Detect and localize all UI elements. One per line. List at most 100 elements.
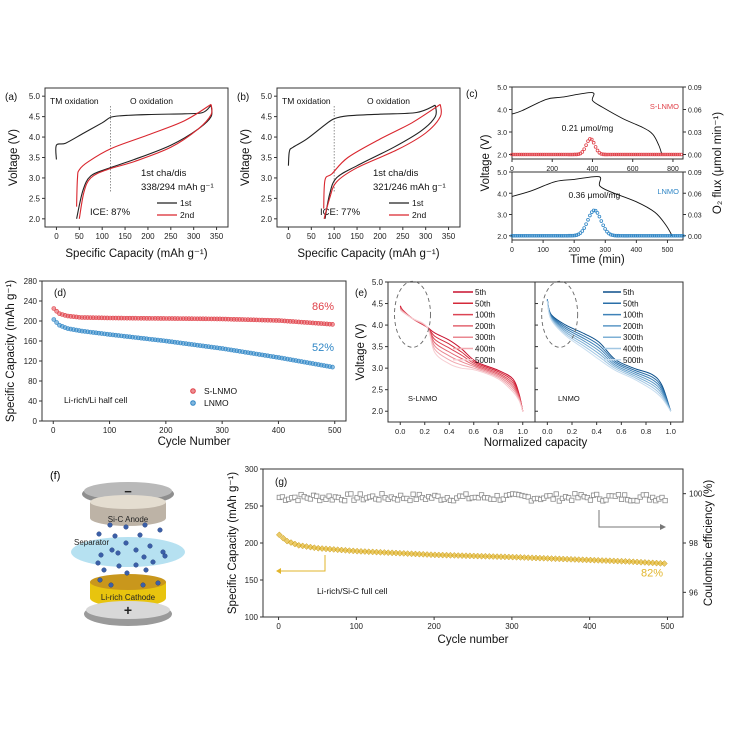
data-point [54,320,59,325]
o2-flux-point [531,233,535,238]
o2-flux-point [635,152,640,157]
li-ion [157,527,163,533]
li-ion [142,522,148,528]
ce-point [413,496,419,502]
x-tick-label: 0.8 [641,427,651,436]
x-tick-label: 200 [427,622,441,631]
o2-flux-point [510,152,514,157]
y-tick-label: 3.0 [372,364,384,373]
o2-flux-point [620,152,624,157]
o2-flux-point [629,152,634,157]
y-tick-label: 4.0 [29,133,41,142]
ce-point [615,492,622,498]
x-tick-label: 0.4 [591,427,601,436]
x-tick-label: 300 [599,247,611,254]
o2-flux-point [517,152,522,157]
x-tick-label: 100 [96,232,110,241]
x-tick-label: 0 [510,247,514,254]
o2-flux-point [591,140,596,145]
o2-flux-point [622,152,626,157]
y2-axis-label: O₂ flux (μmol min⁻¹) [712,112,724,214]
legend-label: 2nd [180,210,194,220]
o2-flux-point [538,152,543,157]
o2-flux-point [652,233,657,238]
panel-c: 0 200 400 600 800 2.0 3.0 4.0 5.0 0.00 0.03 0.06 0.0… [466,85,724,266]
o2-flux-point [551,233,556,238]
o2-flux-point [593,145,598,149]
annotation-o-oxidation: O oxidation [367,96,410,106]
y-tick-label: 4.0 [261,133,273,142]
ce-point [410,491,416,497]
o2-flux-point [664,152,668,157]
y-tick-label: 40 [28,397,37,406]
o2-flux-point [588,137,592,141]
o2-flux-point [603,227,607,231]
panel-b: 0 50 100 150 200 250 300 350 2.0 2.5 3.0 3.5 4.0 4.5 5… [237,87,461,260]
series-line [55,104,212,160]
x-tick-label: 0 [276,622,281,631]
o2-flux-point [586,218,590,222]
data-point [51,317,57,322]
y-tick-label: 2.5 [29,194,41,203]
o2-flux-point [605,229,609,234]
o2-flux-point [527,233,531,238]
y2-tick-label: 0.03 [688,130,702,137]
legend-label: 300th [623,333,643,342]
ce-point [566,495,572,501]
ce-point [407,497,413,504]
o2-flux-point [675,152,680,157]
panel-label: (c) [466,89,478,100]
ce-point [295,497,301,504]
o2-flux-point [531,152,535,157]
y-tick-label: 4.0 [497,108,507,115]
ce-point [587,497,594,503]
x-tick-label: 300 [505,622,519,631]
o2-flux-point [637,152,642,157]
x-tick-label: 300 [187,232,201,241]
o2-flux-point [546,233,550,238]
o2-flux-point [673,233,678,238]
o2-flux-point [679,152,683,157]
x-tick-label: 150 [118,232,132,241]
ce-point [553,491,559,497]
y-tick-label: 0 [33,417,38,426]
o2-flux-point [681,233,685,238]
li-ion [95,560,101,566]
y-tick-label: 3.5 [29,154,41,163]
o2-flux-point [513,233,518,238]
ce-point [370,493,376,499]
o2-flux-point [563,152,567,157]
capacity-point [275,531,283,539]
o2-flux-point [561,233,566,238]
x-tick-label: 0.6 [616,427,626,436]
annotation-tm-oxidation: TM oxidation [50,96,99,106]
y-tick-label: 3.5 [261,154,273,163]
y-tick-label: 5.0 [372,278,384,287]
y2-tick-label: 0.06 [688,108,702,115]
y2-tick-label: 0.09 [688,85,702,92]
capacity-axis-arrow [281,555,326,572]
ce-point [357,491,363,497]
o2-flux-point [510,233,514,238]
o2-flux-point [532,152,537,157]
legend-label: LNMO [204,398,229,408]
legend-label: 400th [623,345,643,354]
ce-point [659,494,665,501]
cycle-curve [399,309,524,412]
x-tick-label: 500 [661,622,675,631]
o2-flux-point [589,210,594,214]
arrowhead-right-icon [660,524,666,530]
x-tick-label: 100 [328,232,342,241]
li-ion [147,543,153,549]
plot-frame [511,86,684,160]
o2-flux-point [658,233,662,238]
panel-d: 0 100 200 300 400 500 0 40 80 120 160 200 240 280 Cycl… [5,277,347,448]
anode-label: Si-C Anode [108,515,149,524]
annotation-cell-type: Li-rich/Si-C full cell [317,586,387,596]
cycle-curve [546,300,672,412]
x-tick-label: 250 [164,232,178,241]
ce-point [323,496,329,502]
legend-label: 200th [623,322,643,331]
o2-flux-point [641,152,645,157]
o2-flux-point [532,233,537,238]
